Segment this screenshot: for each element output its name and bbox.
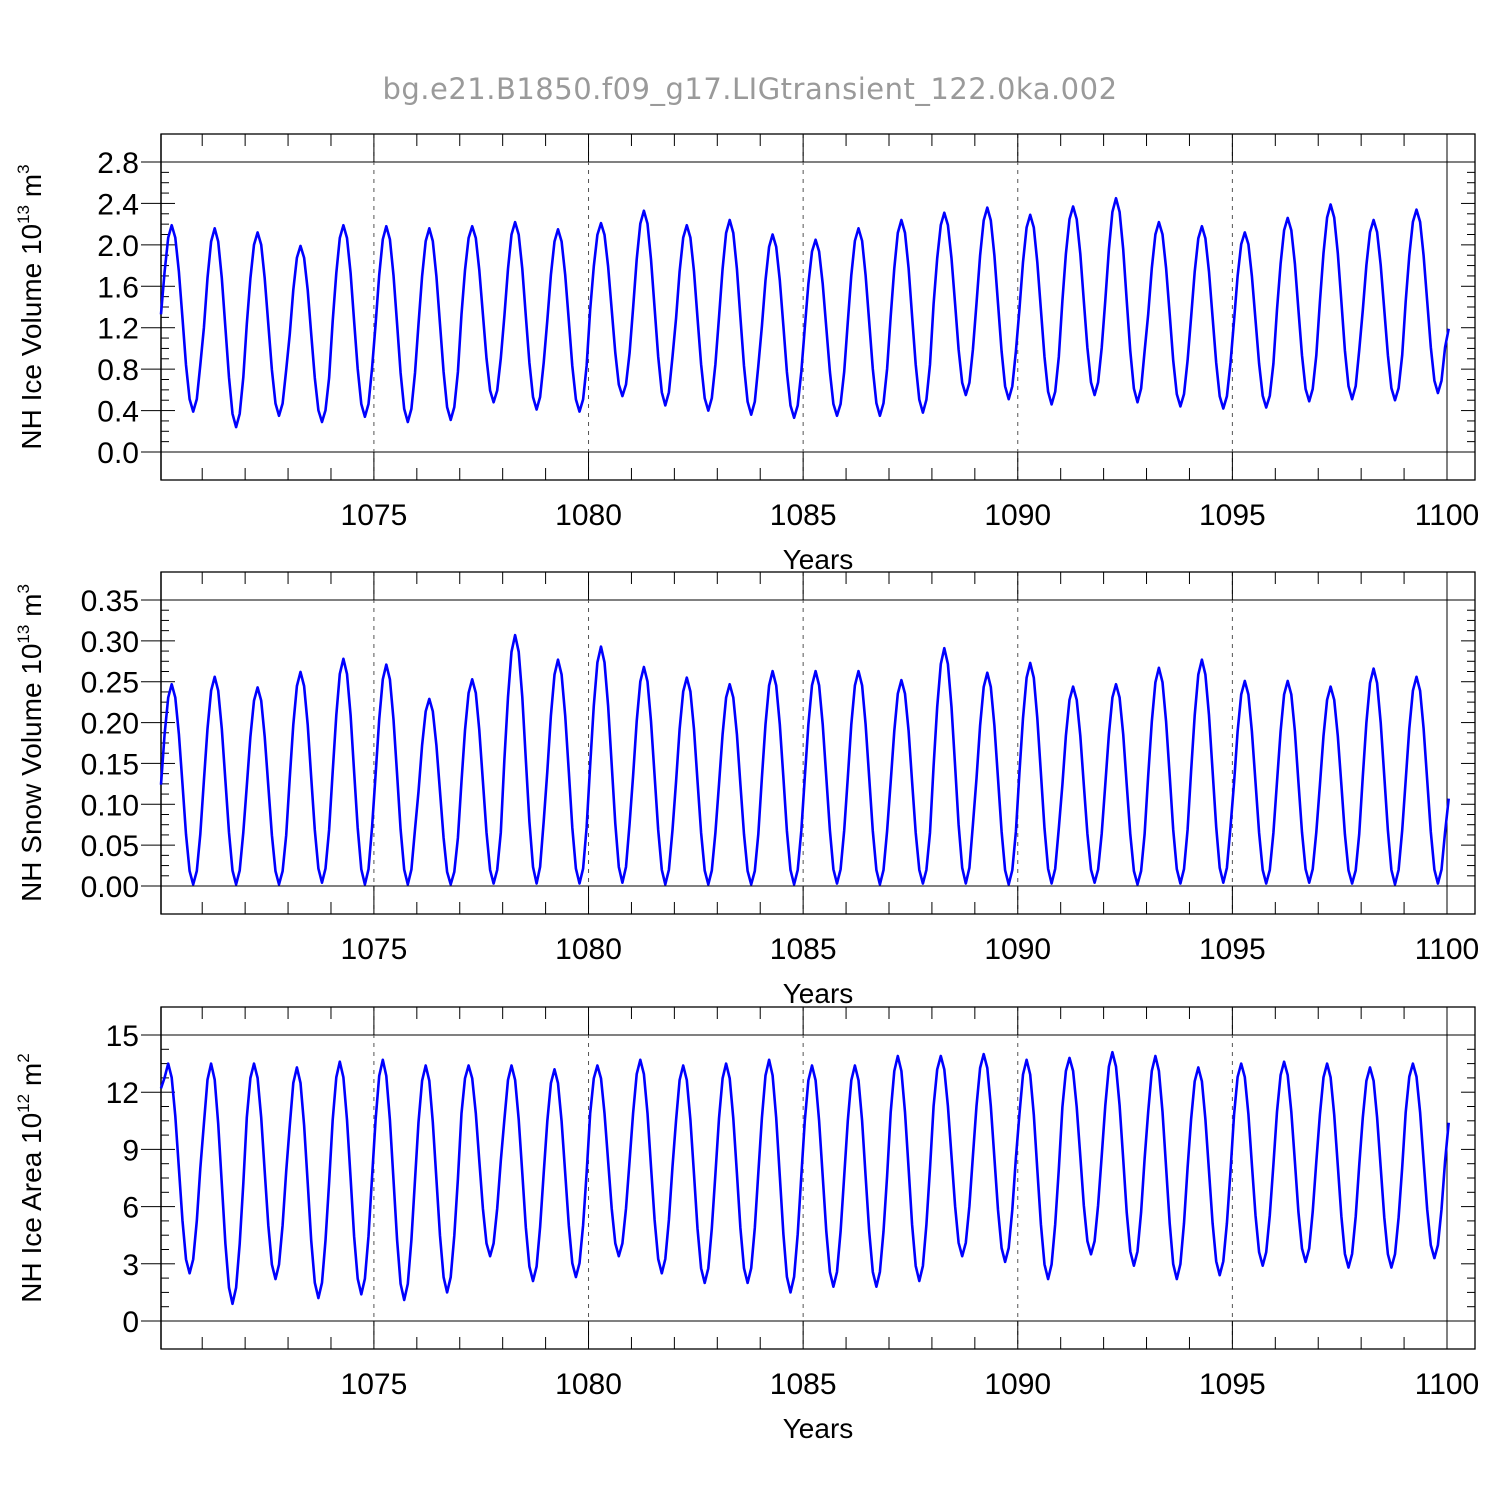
- panel-ice-area: 1075 1080 1085 1090 1095 1100 0 3 6 9 12 15 Years NH …: [14, 1006, 1480, 1444]
- x-tick-label: 1090: [984, 499, 1051, 532]
- panel-ice-volume: 1075 1080 1085 1090 1095 1100 0.0 0.4 0.8 1.2 1.6 2…: [14, 133, 1480, 575]
- y-tick-label: 0.4: [97, 396, 139, 429]
- y-tick-label: 0.15: [81, 748, 139, 781]
- y-tick-label: 2.4: [97, 188, 139, 221]
- y-tick-label: 2.8: [97, 147, 139, 180]
- x-tick-label: 1075: [341, 933, 408, 966]
- y-tick-label: 1.2: [97, 313, 139, 346]
- y-tick-label: 12: [106, 1077, 139, 1110]
- y-tick-label: 0: [122, 1306, 139, 1339]
- series-line: [159, 1050, 1450, 1306]
- x-tick-label: 1075: [341, 1368, 408, 1401]
- x-tick-label: 1100: [1415, 1368, 1480, 1401]
- x-tick-label: 1095: [1199, 933, 1266, 966]
- x-tick-label: 1085: [770, 499, 837, 532]
- series-line: [159, 633, 1450, 886]
- x-axis-title: Years: [783, 1413, 854, 1444]
- y-axis-title: NH Ice Area 1012 m2: [14, 1053, 47, 1302]
- x-axis-title: Years: [783, 978, 854, 1009]
- y-tick-label: 0.25: [81, 667, 139, 700]
- y-tick-label: 0.8: [97, 354, 139, 387]
- x-tick-label: 1075: [341, 499, 408, 532]
- y-tick-label: 15: [106, 1020, 139, 1053]
- y-axis-title: NH Snow Volume 1013 m3: [14, 584, 47, 902]
- panel-snow-volume: 1075 1080 1085 1090 1095 1100 0.00 0.05 0.10 0.15…: [14, 571, 1480, 1009]
- x-tick-label: 1090: [984, 1368, 1051, 1401]
- x-tick-label: 1085: [770, 1368, 837, 1401]
- plot-frame: [160, 571, 1476, 915]
- x-tick-label: 1095: [1199, 1368, 1266, 1401]
- x-tick-label: 1080: [555, 499, 622, 532]
- y-tick-label: 0.35: [81, 585, 139, 618]
- y-tick-label: 2.0: [97, 230, 139, 263]
- x-tick-label: 1100: [1415, 933, 1480, 966]
- y-tick-label: 1.6: [97, 271, 139, 304]
- series-line: [159, 196, 1450, 429]
- plot-frame: [160, 1006, 1476, 1350]
- x-axis-title: Years: [783, 544, 854, 575]
- y-tick-label: 9: [122, 1134, 139, 1167]
- chart-title: bg.e21.B1850.f09_g17.LIGtransient_122.0k…: [382, 72, 1118, 106]
- x-tick-label: 1080: [555, 1368, 622, 1401]
- x-tick-label: 1100: [1415, 499, 1480, 532]
- y-tick-label: 0.30: [81, 626, 139, 659]
- y-tick-label: 0.00: [81, 871, 139, 904]
- y-tick-label: 0.05: [81, 830, 139, 863]
- x-tick-label: 1085: [770, 933, 837, 966]
- y-tick-label: 0.0: [97, 437, 139, 470]
- y-tick-label: 6: [122, 1192, 139, 1225]
- x-tick-label: 1080: [555, 933, 622, 966]
- x-tick-label: 1095: [1199, 499, 1266, 532]
- y-tick-label: 3: [122, 1249, 139, 1282]
- y-tick-label: 0.10: [81, 789, 139, 822]
- y-axis-title: NH Ice Volume 1013 m3: [14, 164, 47, 449]
- y-tick-label: 0.20: [81, 708, 139, 741]
- x-tick-label: 1090: [984, 933, 1051, 966]
